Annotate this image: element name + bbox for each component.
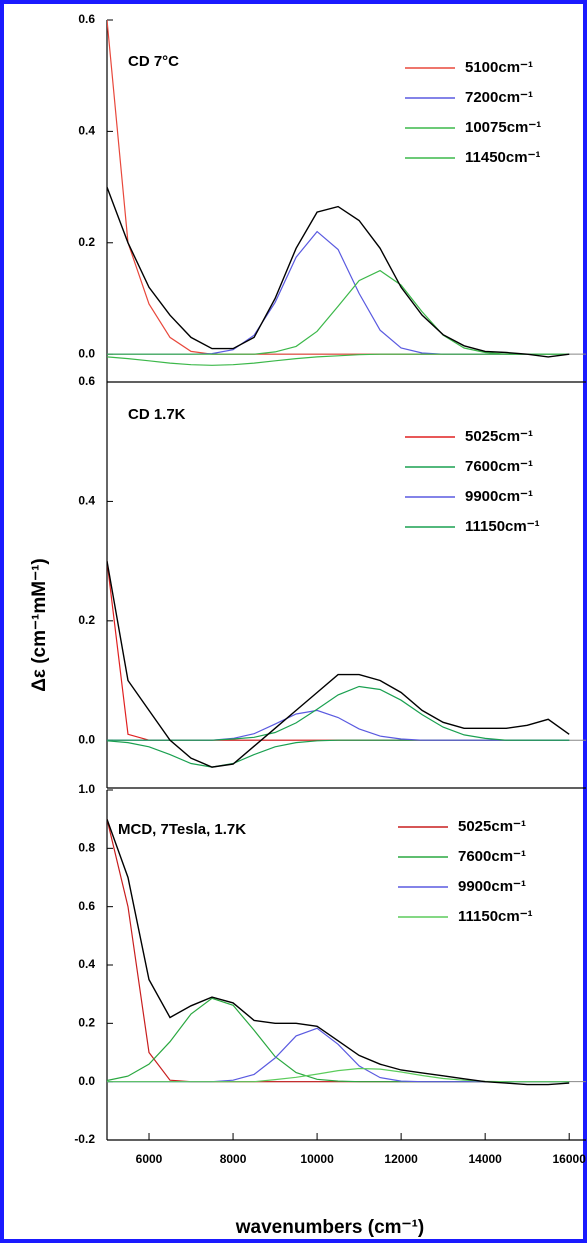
panel-title: MCD, 7Tesla, 1.7K [118,821,246,838]
y-tick-label: 1.0 [78,782,95,796]
spectrum-line [107,353,570,366]
y-tick-label: 0.2 [78,613,95,627]
panel-title: CD 7°C [128,53,179,70]
plot-area [107,818,570,1086]
legend-label: 5025cm⁻¹ [465,428,533,445]
panel-title: CD 1.7K [128,406,186,423]
legend-label: 11450cm⁻¹ [465,149,540,166]
spectrum-line [107,818,570,1086]
x-tick-label: 6000 [136,1152,163,1166]
legend-label: 7600cm⁻¹ [458,848,526,865]
y-tick-label: 0.6 [78,899,95,913]
y-tick-label: 0.4 [78,494,95,508]
legend-label: 5025cm⁻¹ [458,818,526,835]
y-tick-label: 0.6 [78,374,95,388]
legend-label: 5100cm⁻¹ [465,59,533,76]
y-tick-label: 0.0 [78,346,95,360]
legend-label: 7600cm⁻¹ [465,458,533,475]
legend-label: 10075cm⁻¹ [465,119,541,136]
y-tick-label: 0.0 [78,732,95,746]
y-tick-label: 0.2 [78,1016,95,1030]
legend-label: 11150cm⁻¹ [465,518,540,535]
spectrum-line [107,560,570,768]
spectrum-line [107,230,570,355]
y-tick-label: 0.4 [78,957,95,971]
y-tick-label: 0.0 [78,1074,95,1088]
legend-label: 7200cm⁻¹ [465,89,533,106]
spectrum-line [107,186,570,358]
spectrum-line [107,709,570,741]
spectrum-line [107,1067,570,1083]
x-tick-label: 10000 [300,1152,334,1166]
legend-label: 9900cm⁻¹ [465,488,533,505]
x-tick-label: 16000 [553,1152,587,1166]
legend-label: 9900cm⁻¹ [458,878,526,895]
y-axis-title: Δε (cm⁻¹mM⁻¹) [29,558,50,692]
spectrum-line [107,269,570,355]
y-tick-label: -0.2 [74,1132,95,1146]
x-tick-label: 8000 [220,1152,247,1166]
spectrum-line [107,685,570,741]
y-tick-label: 0.2 [78,235,95,249]
y-tick-label: 0.4 [78,124,95,138]
x-axis-title: wavenumbers (cm⁻¹) [235,1217,424,1238]
x-tick-label: 14000 [468,1152,502,1166]
spectrum-line [107,739,570,768]
plot-area [107,560,570,768]
y-tick-label: 0.6 [78,12,95,26]
spectrum-line [107,561,570,741]
legend-label: 11150cm⁻¹ [458,908,533,925]
y-tick-label: 0.8 [78,841,95,855]
x-tick-label: 12000 [384,1152,418,1166]
plot-area [107,20,570,366]
spectrum-line [107,1027,570,1083]
